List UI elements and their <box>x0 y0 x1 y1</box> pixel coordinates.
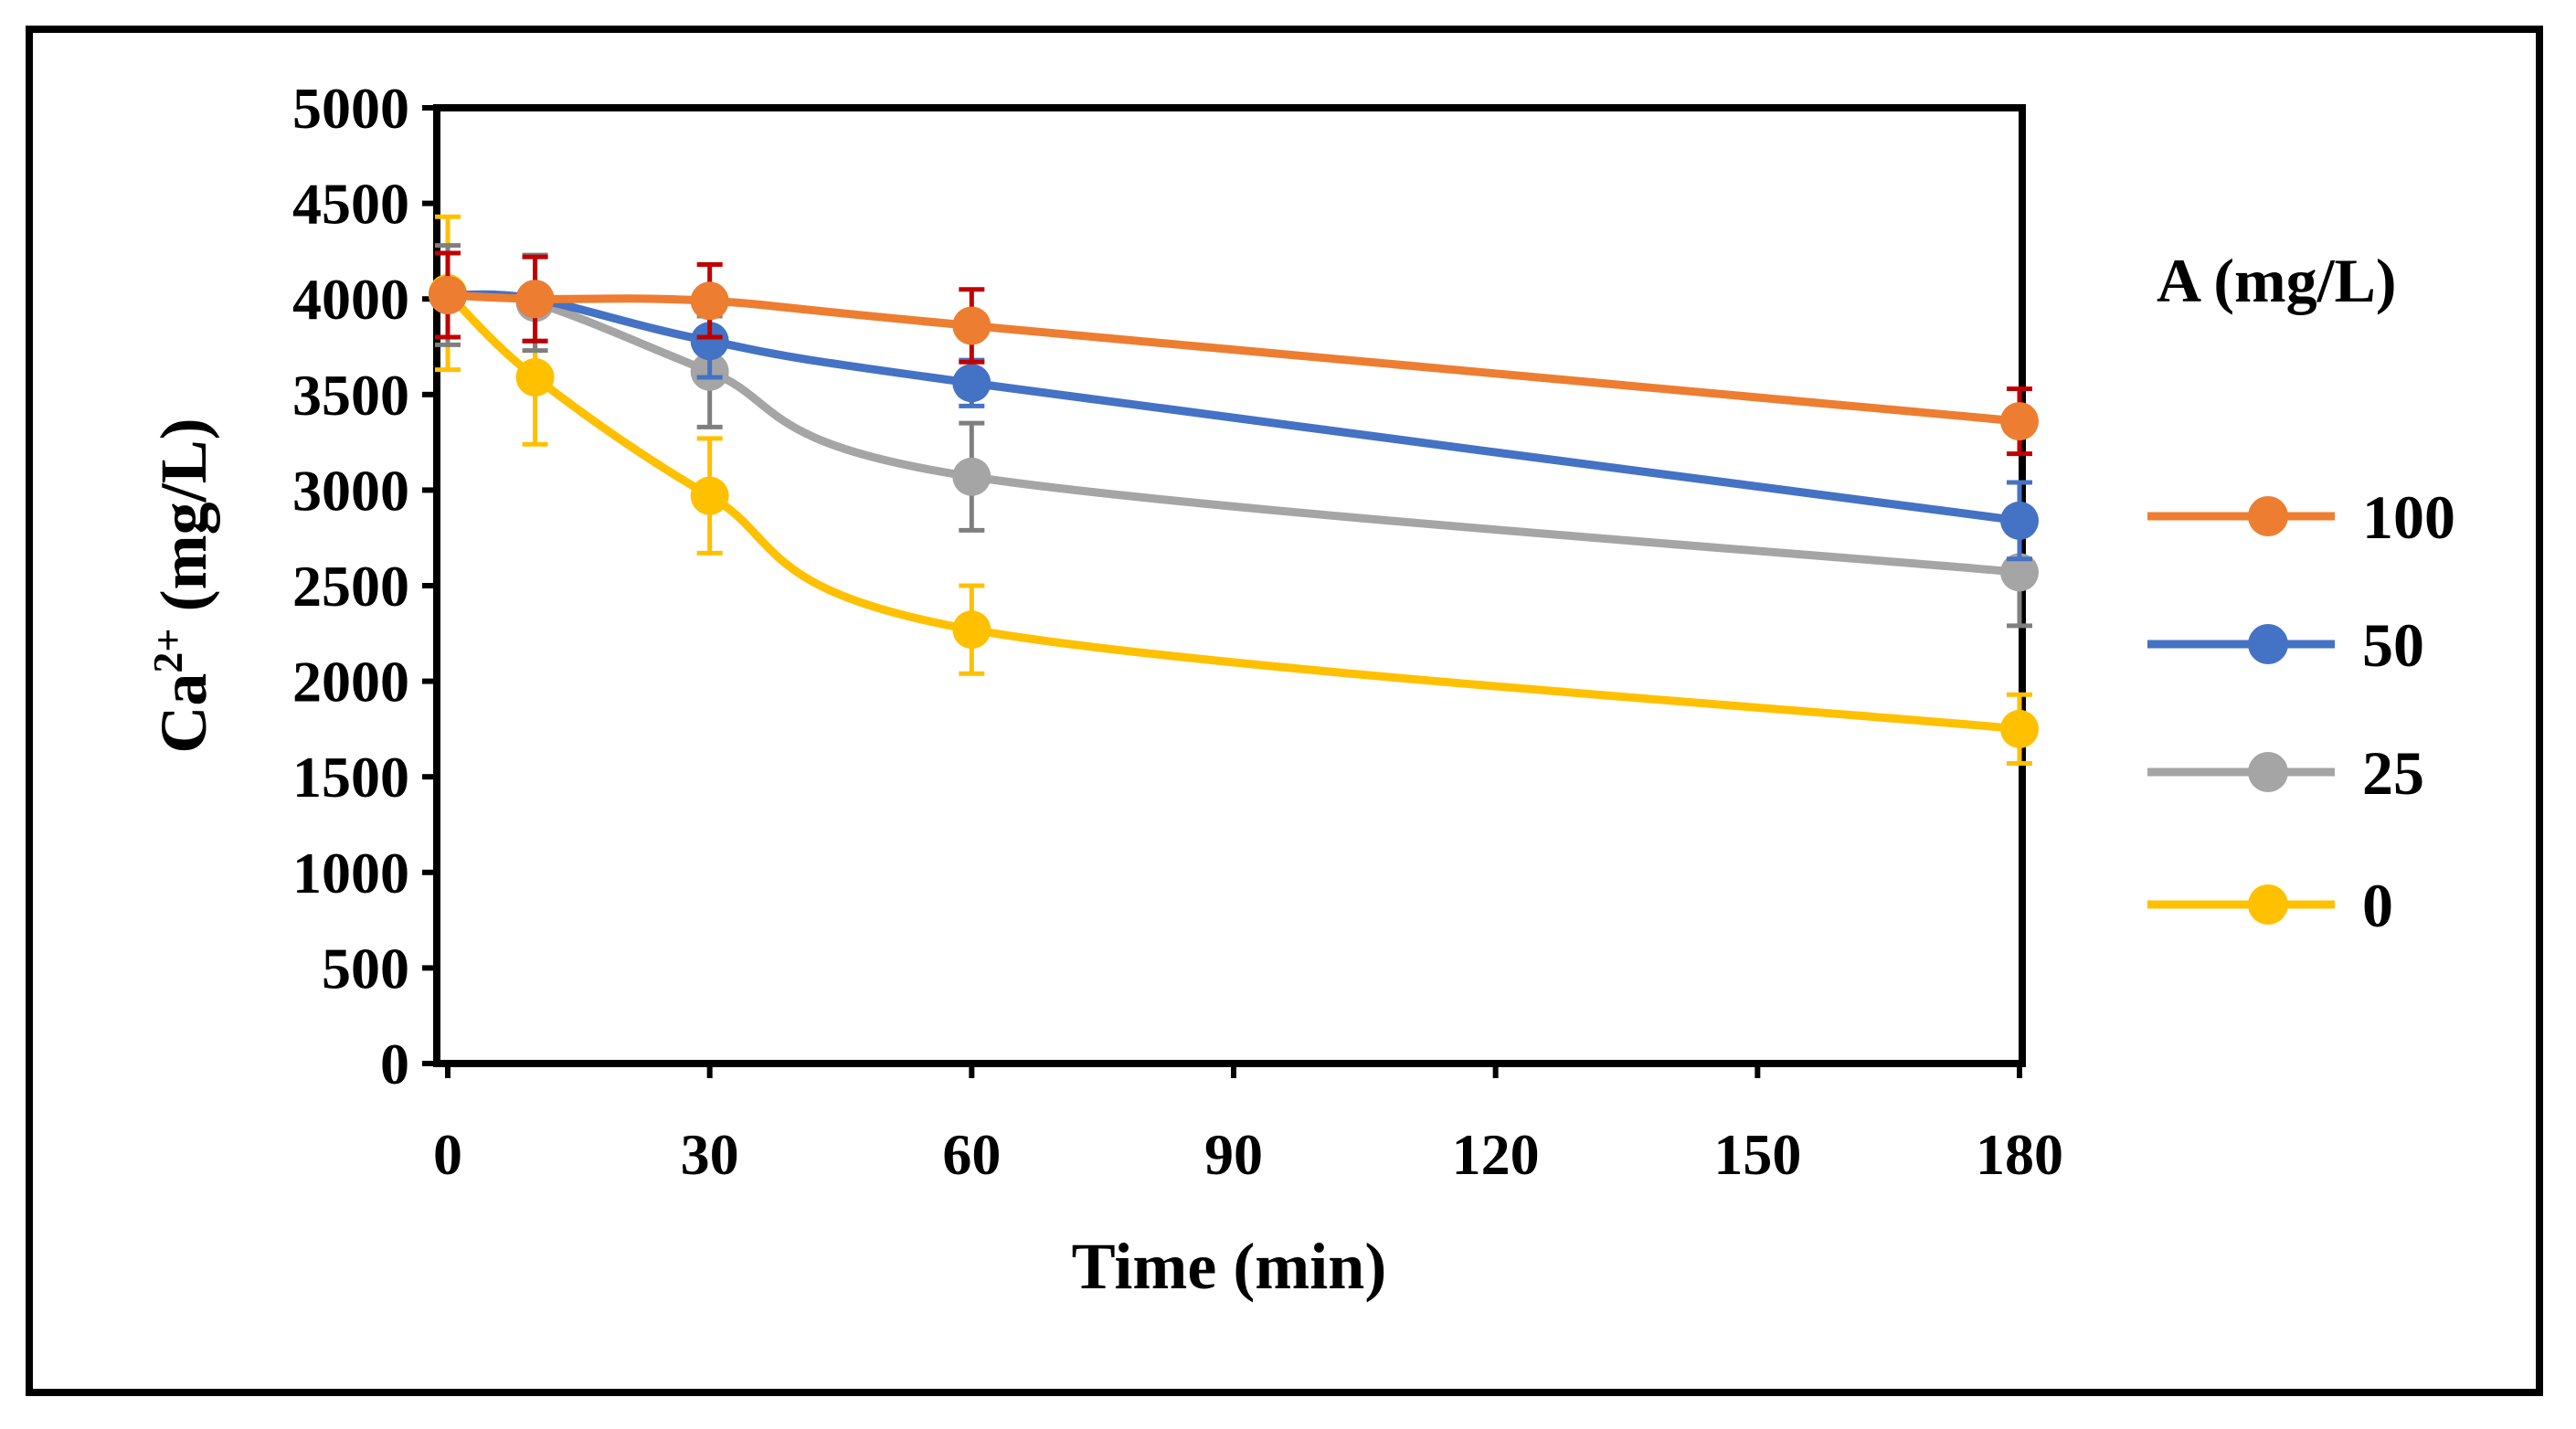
data-point <box>2000 402 2039 441</box>
data-point <box>2000 709 2039 748</box>
legend: 100 50 25 0 <box>2147 482 2455 940</box>
legend-label: 25 <box>2362 738 2424 808</box>
x-tick-label: 120 <box>1452 1122 1540 1187</box>
x-tick-label: 180 <box>1976 1122 2063 1187</box>
legend-title: A (mg/L) <box>2157 246 2397 315</box>
y-tick-label: 2000 <box>292 650 409 714</box>
y-tick-label: 4500 <box>292 172 409 237</box>
y-tick-label: 3000 <box>292 458 409 523</box>
data-point <box>952 457 991 496</box>
data-point <box>690 476 729 515</box>
series-layer <box>429 214 2039 767</box>
x-tick-label: 90 <box>1204 1122 1263 1187</box>
plot-area <box>433 104 2026 1067</box>
legend-marker <box>2248 496 2288 536</box>
data-point <box>429 276 467 315</box>
data-point <box>2000 553 2039 592</box>
y-tick-label: 5000 <box>292 76 409 141</box>
x-axis-title: Time (min) <box>1072 1230 1387 1303</box>
legend-marker <box>2248 752 2288 792</box>
y-axis-title-rest: (mg/L) <box>147 418 220 628</box>
y-tick-label: 1500 <box>292 745 409 810</box>
data-point <box>952 306 991 345</box>
legend-item-25: 25 <box>2147 738 2424 808</box>
legend-label: 0 <box>2362 871 2393 940</box>
legend-item-100: 100 <box>2147 482 2455 552</box>
y-axis-title: Ca2+ (mg/L) <box>144 418 220 753</box>
y-axis-title-main: Ca <box>147 673 220 754</box>
legend-label: 50 <box>2362 610 2424 680</box>
y-tick-label: 2500 <box>292 554 409 619</box>
legend-label: 100 <box>2362 482 2455 552</box>
x-tick-label: 30 <box>681 1122 739 1187</box>
y-tick-label: 3500 <box>292 363 409 428</box>
data-point <box>952 610 991 650</box>
y-tick-label: 500 <box>322 936 409 1000</box>
data-point <box>515 357 555 397</box>
y-axis-ticks: 0 500 1000 1500 2000 2500 3000 3500 4000 4500 5000 <box>292 76 437 1096</box>
x-tick-label: 0 <box>433 1122 462 1187</box>
legend-marker <box>2248 624 2288 664</box>
y-tick-label: 1000 <box>292 841 409 905</box>
legend-item-50: 50 <box>2147 610 2424 680</box>
data-point <box>515 280 555 319</box>
legend-marker <box>2248 884 2288 925</box>
y-tick-label: 0 <box>380 1032 409 1096</box>
x-axis-ticks: 0 30 60 90 120 150 180 <box>433 1064 2063 1187</box>
data-point <box>690 322 729 361</box>
series-line <box>447 290 2020 525</box>
y-tick-label: 4000 <box>292 267 409 332</box>
data-point <box>952 364 991 403</box>
data-point <box>2000 501 2039 540</box>
y-axis-title-sup: 2+ <box>144 628 191 672</box>
x-tick-label: 150 <box>1713 1122 1801 1187</box>
series-100 <box>429 250 2039 457</box>
x-tick-label: 60 <box>942 1122 1001 1187</box>
legend-item-0: 0 <box>2147 871 2393 940</box>
data-point <box>690 281 729 321</box>
